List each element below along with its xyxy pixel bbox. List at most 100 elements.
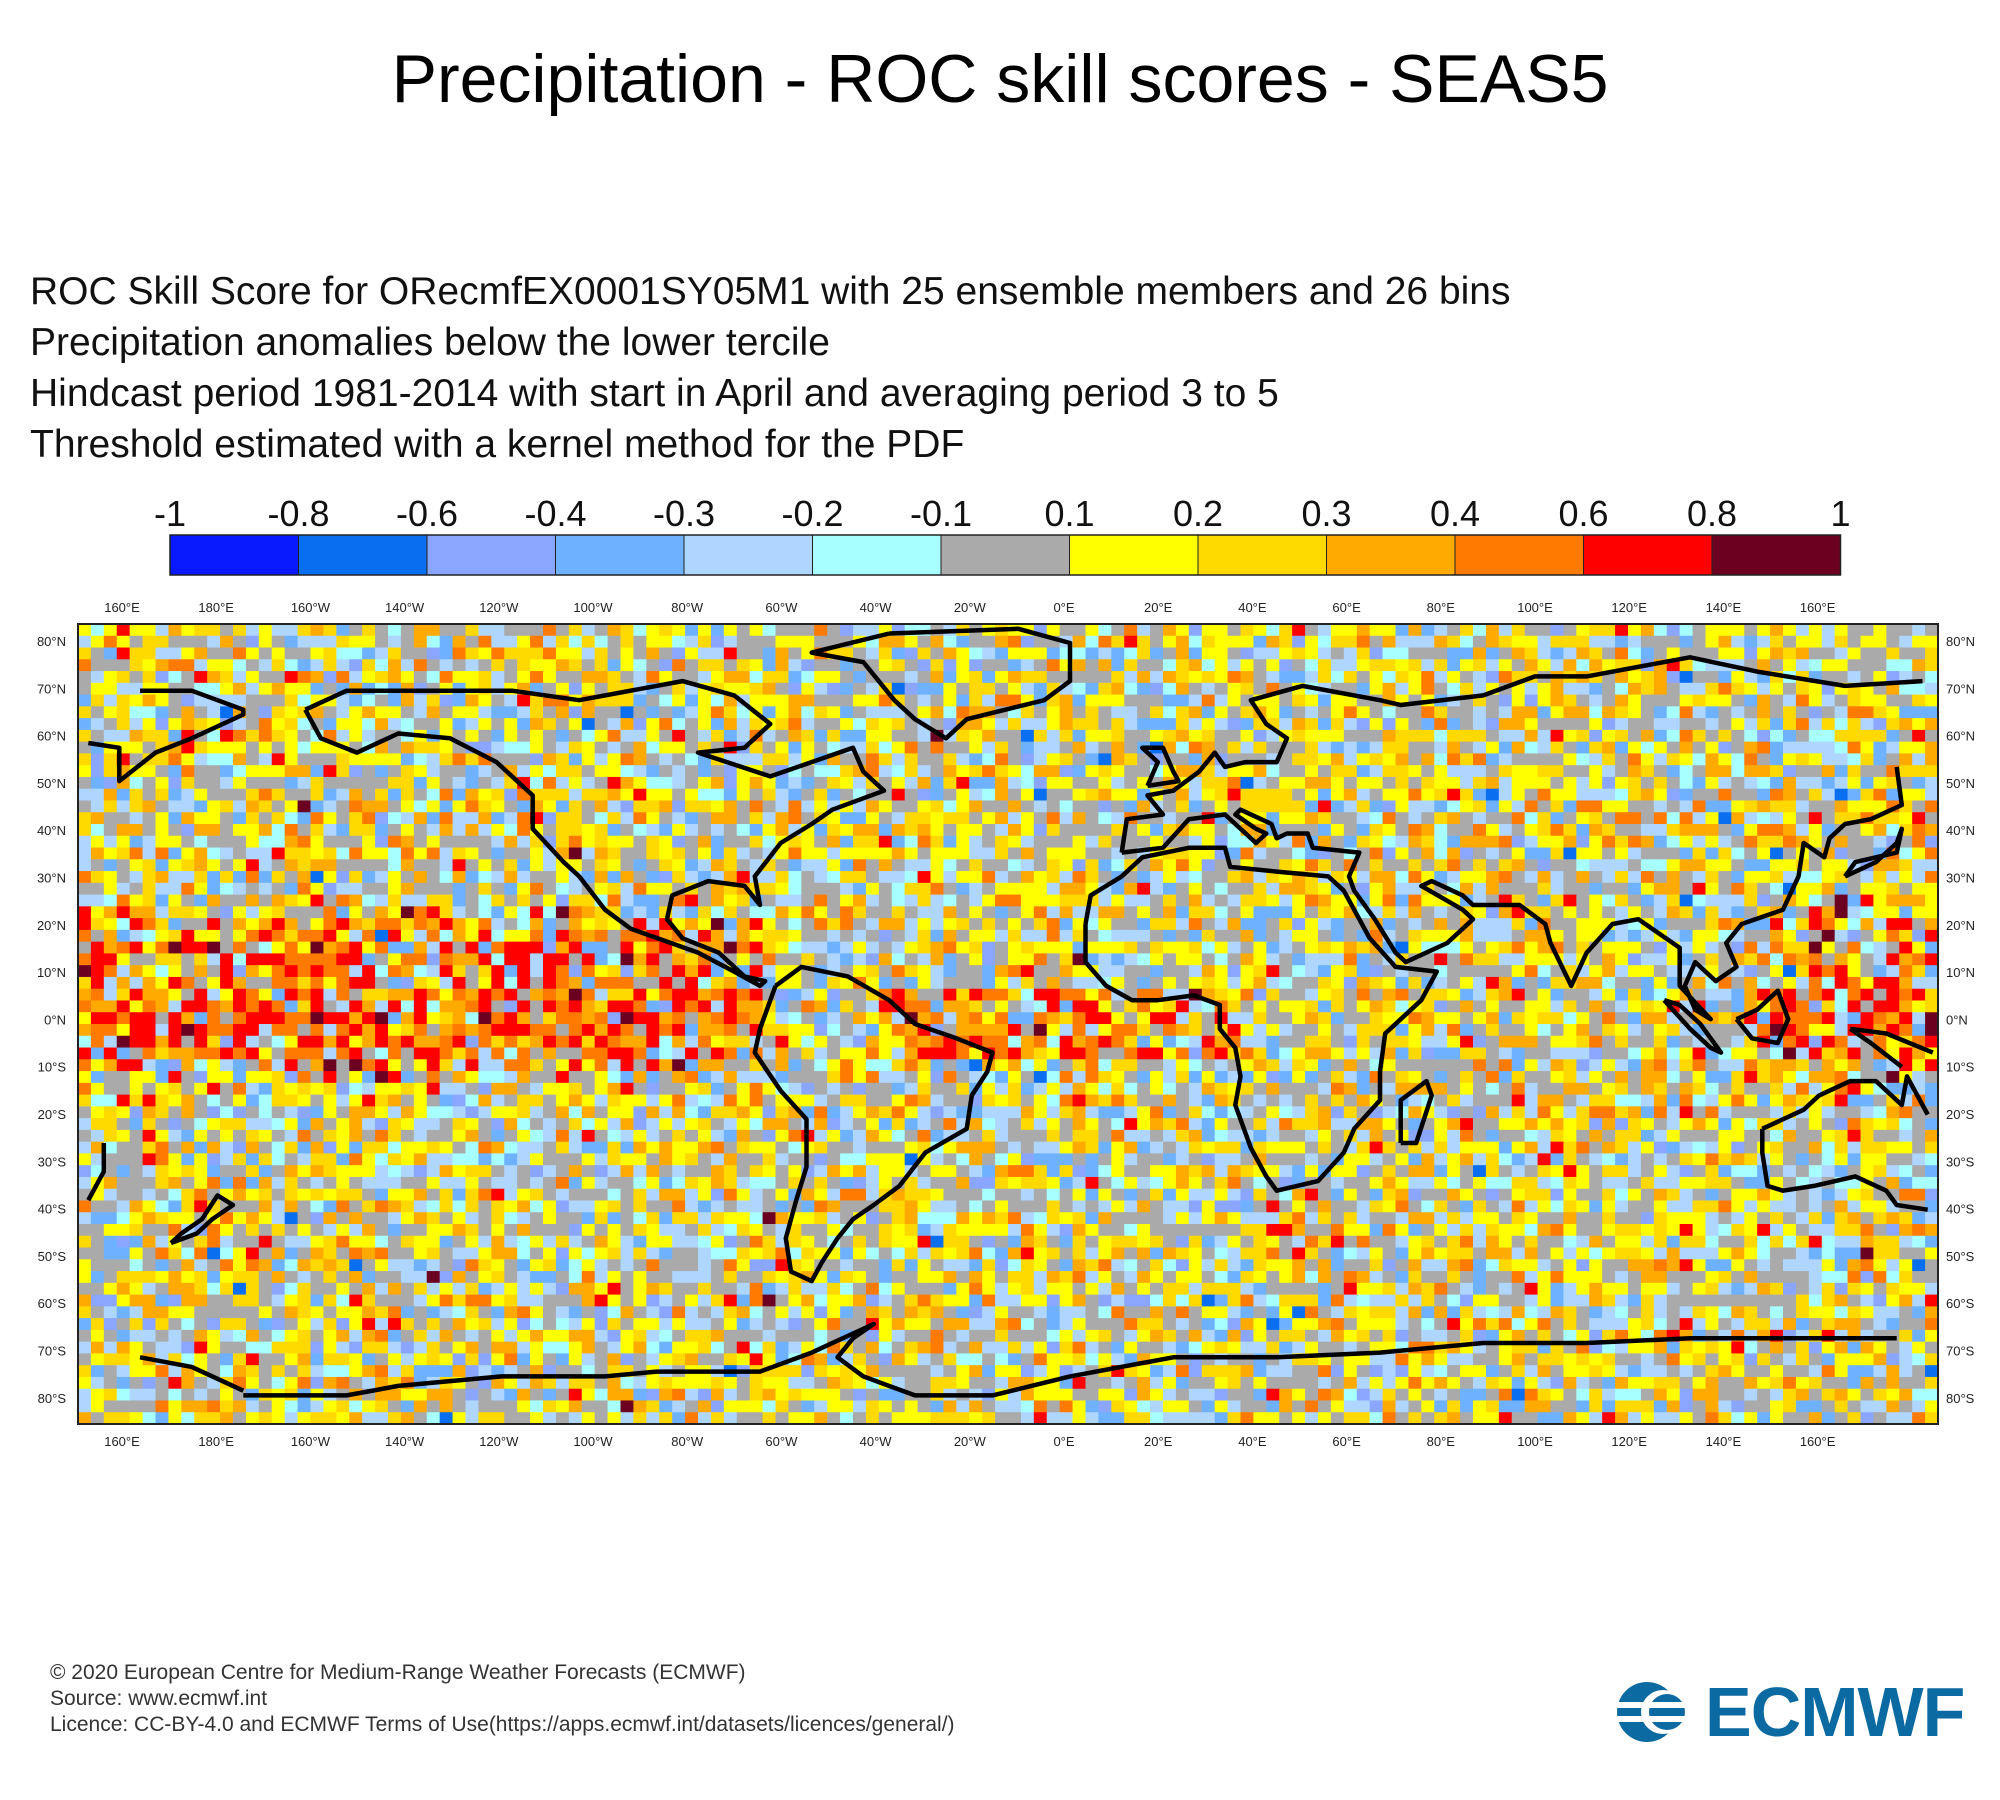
score-cell: [1925, 1012, 1939, 1025]
score-cell: [1033, 800, 1048, 813]
score-cell: [1860, 729, 1875, 743]
score-cell: [1640, 847, 1655, 860]
score-cell: [1318, 906, 1332, 919]
score-cell: [1343, 1000, 1358, 1013]
score-cell: [633, 1012, 647, 1025]
score-cell: [1847, 659, 1862, 672]
score-cell: [233, 965, 247, 978]
score-cell: [116, 988, 131, 1002]
score-cell: [1175, 800, 1190, 813]
score-cell: [310, 965, 325, 978]
score-cell: [1511, 976, 1526, 990]
score-cell: [1692, 694, 1707, 707]
score-cell: [930, 988, 945, 1002]
score-cell: [1020, 741, 1035, 755]
score-cell: [1201, 953, 1216, 966]
score-cell: [1640, 941, 1655, 955]
score-cell: [323, 800, 337, 813]
score-cell: [1537, 788, 1552, 802]
score-cell: [1460, 753, 1474, 766]
score-cell: [1059, 1000, 1074, 1013]
score-cell: [1563, 729, 1577, 743]
score-cell: [1692, 624, 1707, 637]
score-cell: [1033, 941, 1048, 955]
score-cell: [568, 647, 583, 660]
score-cell: [1860, 906, 1875, 919]
score-cell: [1460, 800, 1474, 813]
score-cell: [620, 741, 635, 755]
score-cell: [1240, 906, 1255, 919]
score-cell: [969, 635, 983, 649]
score-cell: [1356, 706, 1371, 719]
score-cell: [452, 918, 467, 931]
score-cell: [478, 776, 492, 790]
score-cell: [1150, 929, 1164, 943]
score-cell: [904, 788, 919, 802]
score-cell: [413, 647, 428, 660]
score-cell: [917, 788, 932, 802]
score-cell: [827, 894, 841, 907]
score-cell: [1576, 776, 1590, 790]
score-cell: [1033, 776, 1048, 790]
score-cell: [1615, 953, 1629, 966]
score-cell: [284, 847, 299, 860]
score-cell: [233, 682, 247, 696]
score-cell: [607, 788, 622, 802]
score-cell: [1072, 788, 1087, 802]
score-cell: [1628, 812, 1642, 825]
score-cell: [1912, 882, 1926, 896]
score-cell: [1757, 729, 1771, 743]
score-cell: [878, 965, 893, 978]
score-cell: [840, 847, 854, 860]
score-cell: [90, 894, 105, 907]
score-cell: [1098, 1012, 1112, 1025]
score-cell: [594, 847, 609, 860]
score-cell: [853, 859, 867, 872]
score-cell: [271, 624, 286, 637]
score-cell: [943, 929, 957, 943]
score-cell: [439, 671, 454, 684]
score-cell: [181, 741, 195, 755]
score-cell: [530, 776, 544, 790]
score-cell: [1201, 835, 1216, 849]
score-cell: [1046, 671, 1061, 684]
score-cell: [1666, 882, 1681, 896]
score-cell: [1640, 729, 1655, 743]
score-cell: [129, 1024, 144, 1037]
score-cell: [995, 671, 1009, 684]
score-cell: [1628, 729, 1642, 743]
score-cell: [1705, 941, 1720, 955]
score-cell: [129, 776, 144, 790]
score-cell: [943, 965, 957, 978]
score-cell: [452, 765, 467, 778]
score-cell: [1576, 741, 1590, 755]
score-cell: [1731, 788, 1745, 802]
score-cell: [568, 706, 583, 719]
score-cell: [1124, 800, 1138, 813]
score-cell: [1692, 906, 1707, 919]
score-cell: [1318, 965, 1332, 978]
score-cell: [956, 788, 970, 802]
score-cell: [607, 776, 622, 790]
score-cell: [594, 918, 609, 931]
score-cell: [1498, 847, 1513, 860]
score-cell: [1343, 929, 1358, 943]
score-cell: [555, 871, 570, 884]
score-cell: [1408, 659, 1422, 672]
score-cell: [1731, 682, 1745, 696]
score-cell: [788, 835, 802, 849]
score-cell: [517, 918, 531, 931]
score-cell: [1511, 765, 1526, 778]
score-cell: [801, 835, 815, 849]
score-cell: [1188, 835, 1203, 849]
score-cell: [1602, 706, 1616, 719]
score-cell: [1150, 824, 1164, 837]
score-cell: [736, 635, 751, 649]
score-cell: [801, 741, 815, 755]
score-cell: [956, 682, 970, 696]
score-cell: [749, 718, 764, 731]
score-cell: [878, 718, 893, 731]
score-cell: [1214, 729, 1229, 743]
score-cell: [284, 953, 299, 966]
score-cell: [1511, 835, 1526, 849]
